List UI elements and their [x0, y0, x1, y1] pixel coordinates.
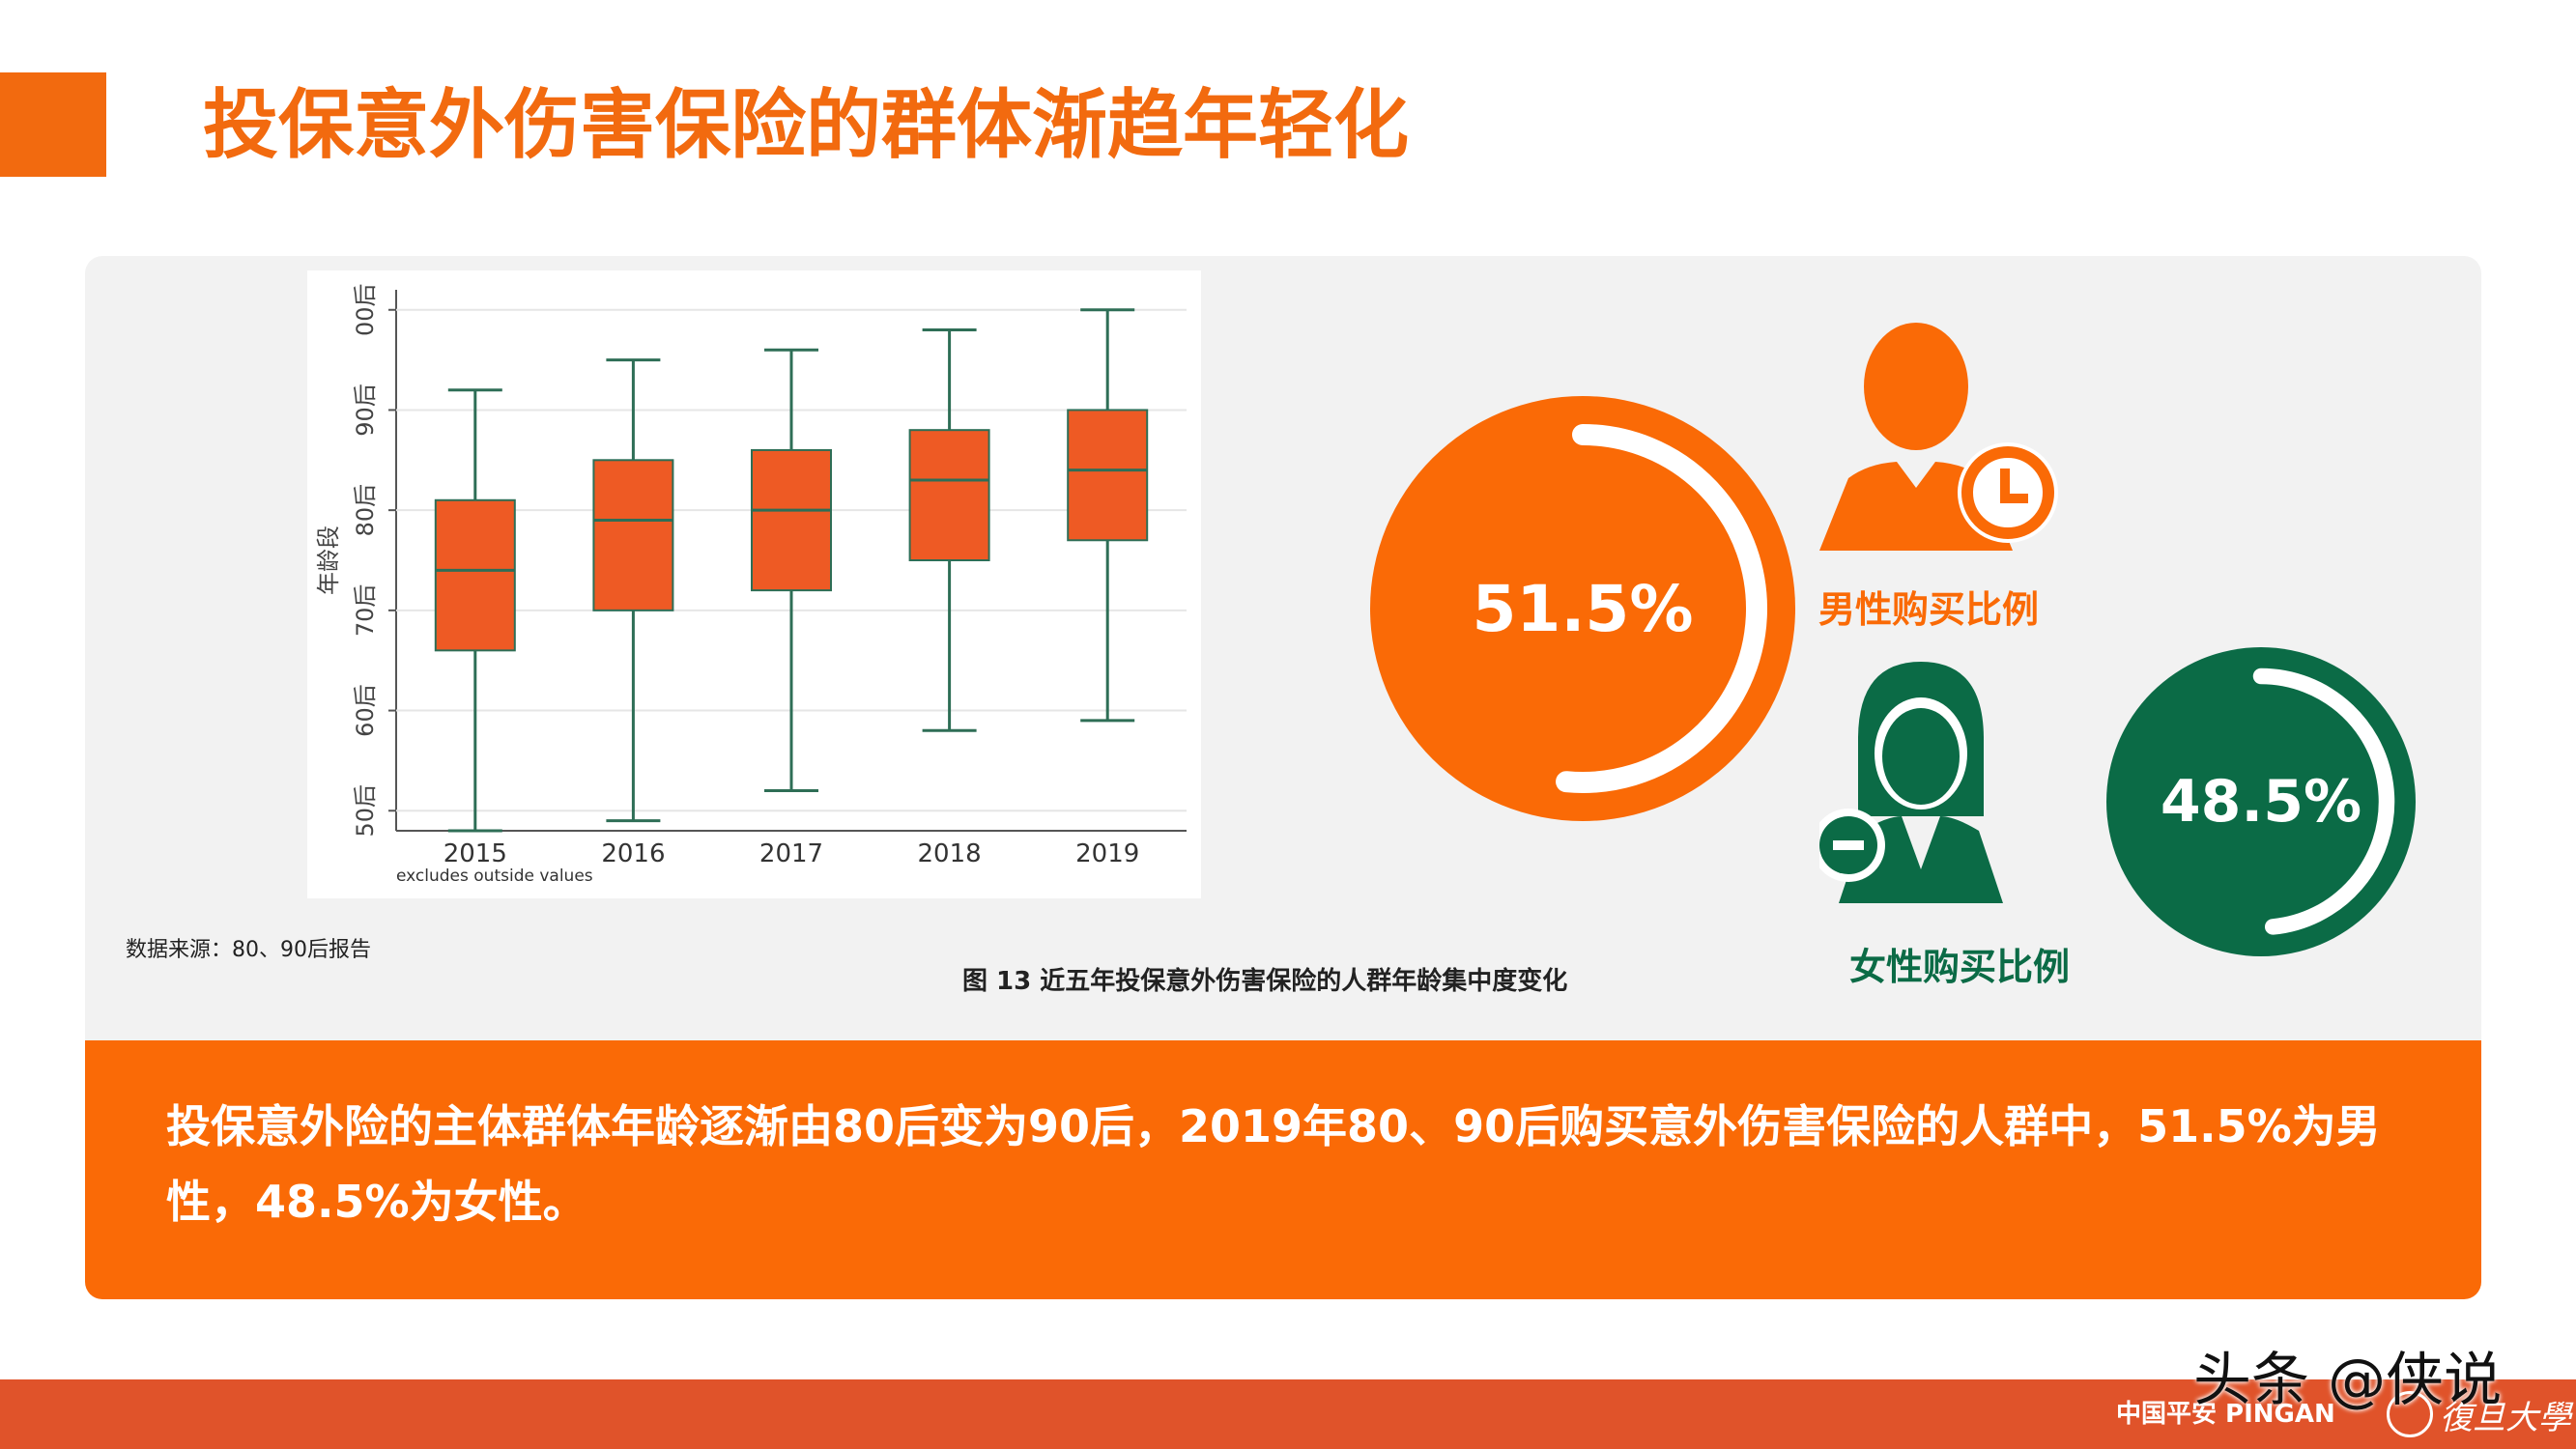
university-name: 復旦大學	[2440, 1399, 2571, 1437]
chart-note: excludes outside values	[396, 867, 593, 886]
watermark: 头条 @侠说	[2193, 1347, 2503, 1414]
x-tick-label: 2016	[601, 839, 665, 868]
footer-bar	[0, 1379, 2576, 1449]
x-tick-label: 2015	[444, 839, 507, 868]
content-panel: 50后 60后 70后 80后 90后 00后年龄段 2015 2016 2017 2018 201…	[85, 256, 2481, 1299]
summary-text: 投保意外险的主体群体年龄逐渐由80后变为90后，2019年80、90后购买意外伤…	[166, 1100, 2381, 1228]
box-2017	[751, 448, 832, 592]
data-source: 数据来源：80、90后报告	[126, 938, 371, 962]
donut-progress-arc	[1556, 424, 1767, 793]
donut-progress-arc	[2252, 668, 2395, 935]
y-tick-label: 80后	[352, 484, 379, 537]
box-2015	[434, 498, 516, 652]
y-tick-label: 50后	[352, 784, 379, 838]
box-2019	[1067, 409, 1149, 542]
donut-disc	[2106, 647, 2416, 956]
y-tick-label: 60后	[352, 684, 379, 737]
box-plot-chart: 50后 60后 70后 80后 90后 00后年龄段 2015 2016 2017 2018 201…	[307, 270, 1201, 898]
female-label: 女性购买比例	[1849, 946, 2071, 988]
y-tick-label: 90后	[352, 384, 379, 437]
box-2016	[592, 459, 674, 611]
donut-disc	[1370, 396, 1795, 821]
female-minus-icon	[1812, 662, 2071, 903]
male-donut-svg	[1370, 396, 1795, 821]
male-donut: 51.5%	[1370, 396, 1795, 821]
university-seal-icon	[2387, 1391, 2433, 1437]
footer-brand: 中国平安 PINGAN	[2116, 1400, 2335, 1429]
title-accent-bar	[0, 72, 106, 177]
x-tick-label: 2018	[918, 839, 982, 868]
male-label: 男性购买比例	[1818, 588, 2040, 631]
summary-box: 投保意外险的主体群体年龄逐渐由80后变为90后，2019年80、90后购买意外伤…	[85, 1040, 2481, 1299]
male-clock-icon	[1800, 319, 2061, 551]
y-tick-label: 00后	[352, 283, 379, 336]
male-percentage: 51.5%	[1472, 571, 1694, 646]
x-tick-label: 2019	[1075, 839, 1139, 868]
female-percentage: 48.5%	[2160, 768, 2362, 836]
female-donut-svg	[2106, 647, 2416, 956]
y-axis-label: 年龄段	[315, 526, 342, 595]
figure-caption: 图 13 近五年投保意外伤害保险的人群年龄集中度变化	[962, 967, 1568, 996]
y-tick-label: 70后	[352, 584, 379, 638]
box-2018	[908, 429, 990, 561]
x-tick-label: 2017	[759, 839, 823, 868]
female-donut: 48.5%	[2106, 647, 2416, 956]
page-title: 投保意外伤害保险的群体渐趋年轻化	[203, 82, 1410, 169]
